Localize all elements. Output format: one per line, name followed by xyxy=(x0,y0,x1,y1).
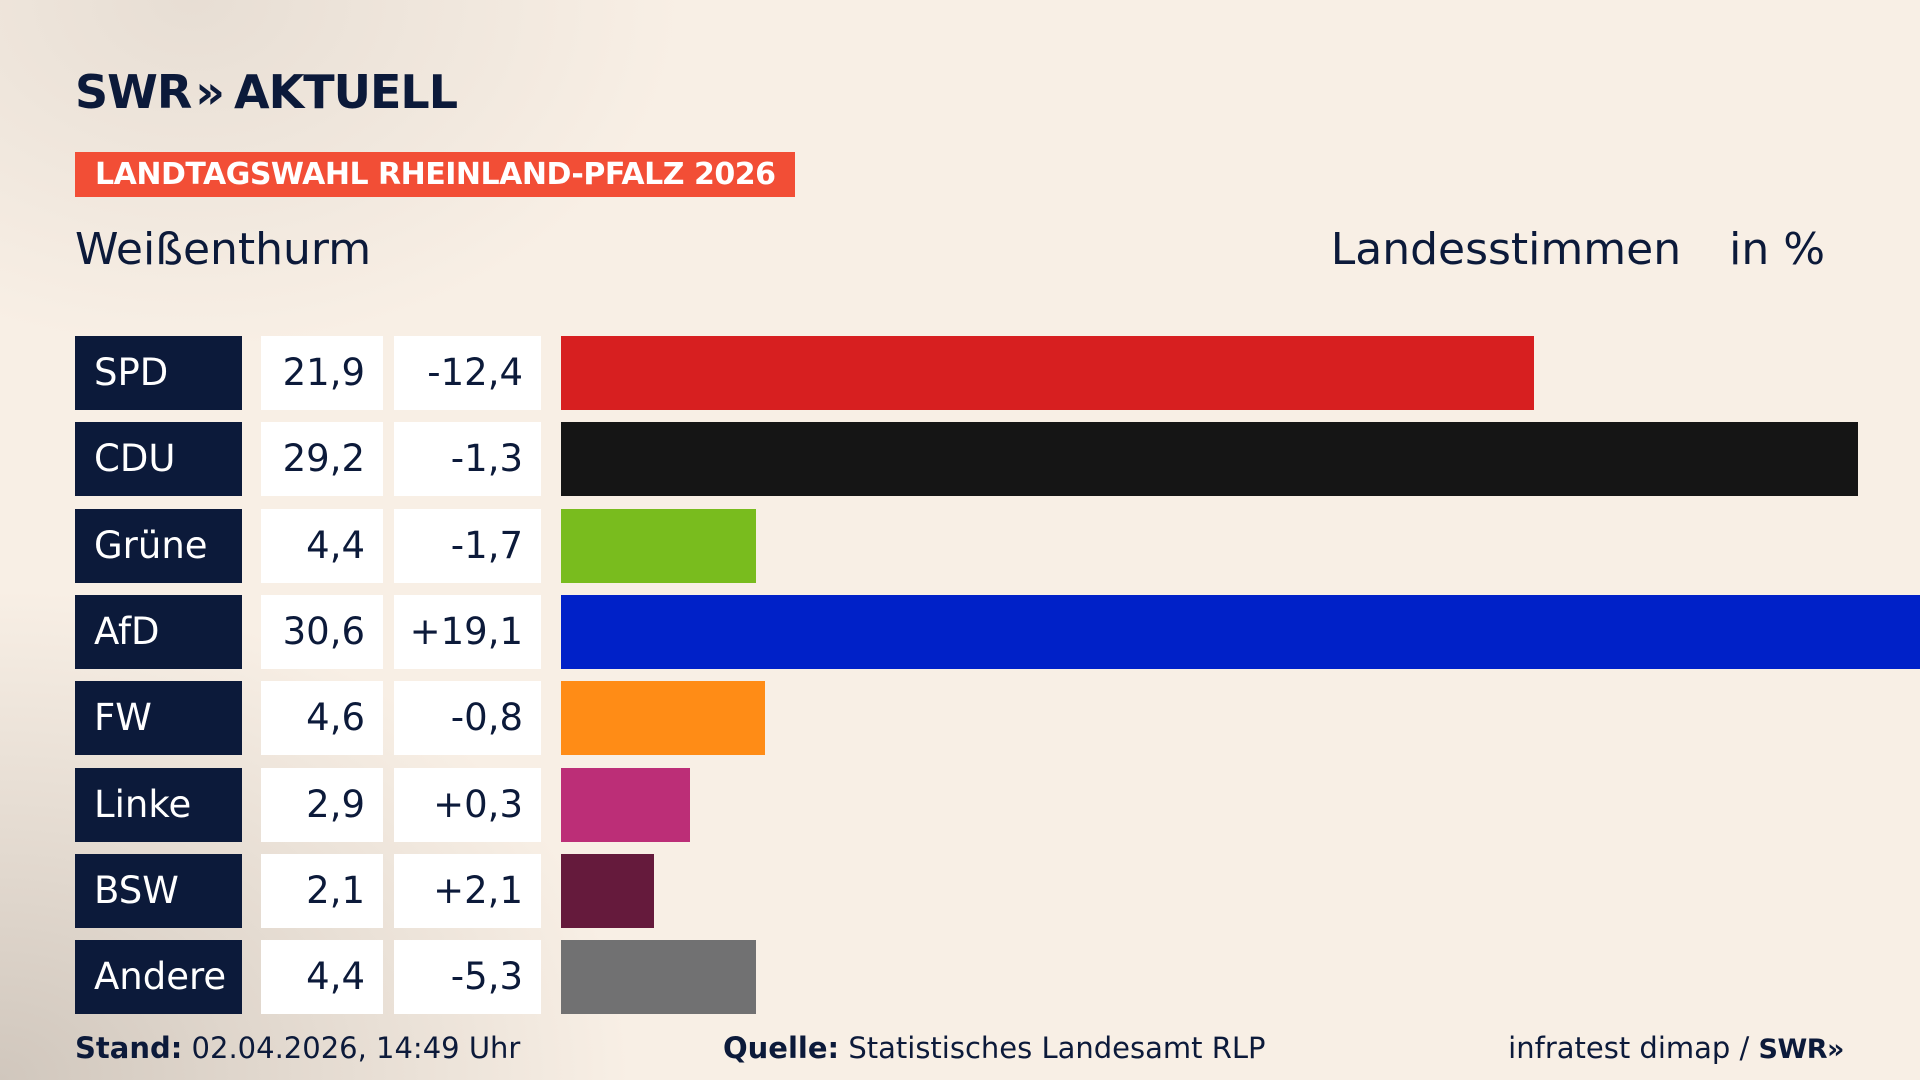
bar-linke xyxy=(561,768,690,842)
measure-header: Landesstimmen in % xyxy=(1331,220,1825,280)
value-label: 4,4 xyxy=(261,940,383,1014)
party-label: CDU xyxy=(75,422,242,496)
result-row-grüne: Grüne 4,4 -1,7 xyxy=(75,509,1845,583)
value-label: 2,9 xyxy=(261,768,383,842)
stand-label: Stand: xyxy=(75,1031,183,1065)
result-row-fw: FW 4,6 -0,8 xyxy=(75,681,1845,755)
measure-label: Landesstimmen xyxy=(1330,224,1682,275)
swr-aktuell-logo: SWR» AKTUELL xyxy=(75,62,458,122)
footer-credit: infratest dimap / SWR» xyxy=(1508,1028,1844,1070)
source-value: Statistisches Landesamt RLP xyxy=(848,1031,1266,1065)
party-label: FW xyxy=(75,681,242,755)
constituency-title: Weißenthurm xyxy=(75,224,372,275)
diff-label: -1,7 xyxy=(394,509,541,583)
logo-chevrons-icon: » xyxy=(195,65,225,119)
result-row-bsw: BSW 2,1 +2,1 xyxy=(75,854,1845,928)
party-label: SPD xyxy=(75,336,242,410)
logo-aktuell-text: AKTUELL xyxy=(234,65,458,119)
party-label: Andere xyxy=(75,940,242,1014)
diff-label: -5,3 xyxy=(394,940,541,1014)
party-label: BSW xyxy=(75,854,242,928)
party-label: AfD xyxy=(75,595,242,669)
value-label: 29,2 xyxy=(261,422,383,496)
bar-afd xyxy=(561,595,1920,669)
swr-small-logo: SWR» xyxy=(1758,1034,1845,1065)
bar-fw xyxy=(561,681,765,755)
credit-text: infratest dimap / xyxy=(1508,1031,1750,1065)
result-row-spd: SPD 21,9 -12,4 xyxy=(75,336,1845,410)
value-label: 4,6 xyxy=(261,681,383,755)
bar-grüne xyxy=(561,509,756,583)
bar-bsw xyxy=(561,854,654,928)
value-label: 2,1 xyxy=(261,854,383,928)
result-row-afd: AfD 30,6 +19,1 xyxy=(75,595,1920,669)
bar-andere xyxy=(561,940,756,1014)
diff-label: +19,1 xyxy=(394,595,541,669)
measure-unit: in % xyxy=(1729,224,1825,275)
value-label: 4,4 xyxy=(261,509,383,583)
diff-label: +0,3 xyxy=(394,768,541,842)
diff-label: -0,8 xyxy=(394,681,541,755)
result-row-andere: Andere 4,4 -5,3 xyxy=(75,940,1845,1014)
diff-label: -12,4 xyxy=(394,336,541,410)
logo-swr-text: SWR xyxy=(75,65,192,119)
footer-source: Quelle: Statistisches Landesamt RLP xyxy=(723,1028,1266,1068)
diff-label: +2,1 xyxy=(394,854,541,928)
result-row-cdu: CDU 29,2 -1,3 xyxy=(75,422,1858,496)
party-label: Linke xyxy=(75,768,242,842)
value-label: 30,6 xyxy=(261,595,383,669)
election-tag: LANDTAGSWAHL RHEINLAND-PFALZ 2026 xyxy=(75,152,796,197)
bar-spd xyxy=(561,336,1534,410)
bar-cdu xyxy=(561,422,1858,496)
diff-label: -1,3 xyxy=(394,422,541,496)
footer-stand: Stand: 02.04.2026, 14:49 Uhr xyxy=(75,1028,520,1068)
source-label: Quelle: xyxy=(723,1031,840,1065)
party-label: Grüne xyxy=(75,509,242,583)
result-row-linke: Linke 2,9 +0,3 xyxy=(75,768,1845,842)
stand-value: 02.04.2026, 14:49 Uhr xyxy=(191,1031,521,1065)
value-label: 21,9 xyxy=(261,336,383,410)
